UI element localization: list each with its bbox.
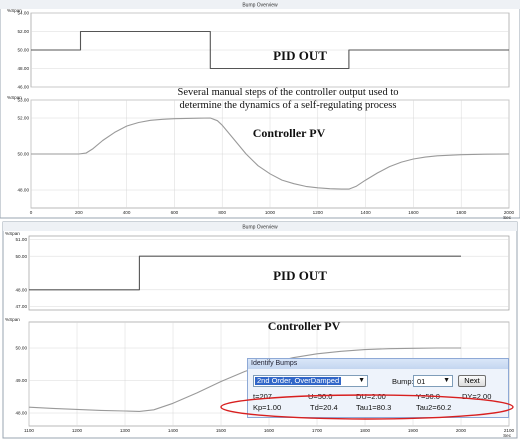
top-window-titlebar: [0, 0, 520, 9]
y-tick-label: 50.00: [16, 254, 28, 259]
bottom-controller-pv-label: Controller PV: [268, 319, 341, 333]
bump-label: Bump:: [392, 377, 414, 386]
bump-number-value: 01: [417, 377, 426, 386]
x-tick-label: 1600: [264, 428, 275, 433]
x-tick-label: 2000: [456, 428, 467, 433]
plot-area: [28, 235, 510, 311]
top-window-title: Bump Overview: [242, 3, 278, 9]
param-u: U=50.0: [308, 392, 333, 401]
x-tick-label: 1200: [313, 210, 324, 215]
y-tick-label: 53.00: [18, 98, 30, 103]
y-tick-label: 50.00: [18, 152, 30, 157]
x-tick-label: 1800: [456, 210, 467, 215]
chevron-down-icon[interactable]: ▼: [443, 377, 450, 384]
x-tick-label: 1600: [408, 210, 419, 215]
param-y: Y=50.0: [416, 392, 440, 401]
y-tick-label: 47.00: [16, 304, 28, 309]
param-dy: DY=2.00: [462, 392, 492, 401]
x-axis-unit-label: Sec: [503, 433, 512, 438]
bottom-window-title: Bump Overview: [242, 225, 278, 231]
x-tick-label: 1700: [312, 428, 323, 433]
series-line-pid-out: [31, 30, 509, 70]
x-tick-label: 1200: [72, 428, 83, 433]
dialog-title: Identify Bumps: [248, 359, 508, 369]
param-td: Td=20.4: [310, 403, 338, 412]
next-button[interactable]: Next: [458, 375, 486, 387]
top-pid-out-label: PID OUT: [273, 48, 327, 63]
x-tick-label: 1400: [360, 210, 371, 215]
y-axis-unit-label: %Span: [5, 231, 20, 236]
x-tick-label: 2000: [504, 210, 515, 215]
x-tick-label: 200: [75, 210, 83, 215]
x-tick-label: 1000: [265, 210, 276, 215]
x-axis-unit-label: Sec: [503, 215, 512, 220]
param-du: DU=2.00: [356, 392, 386, 401]
y-tick-label: 50.00: [16, 346, 28, 351]
x-tick-label: 1500: [216, 428, 227, 433]
series-line-controller-pv: [28, 347, 461, 412]
y-tick-label: 49.00: [16, 378, 28, 383]
bottom-pid-out-label: PID OUT: [273, 268, 327, 283]
chevron-down-icon[interactable]: ▼: [358, 377, 365, 384]
x-tick-label: 0: [30, 210, 33, 215]
y-tick-label: 48.00: [16, 411, 28, 416]
x-tick-label: 600: [171, 210, 179, 215]
x-tick-label: 2100: [504, 428, 515, 433]
series-line-controller-pv: [31, 117, 510, 190]
y-tick-label: 52.00: [18, 116, 30, 121]
identify-bumps-dialog: Identify Bumps 2nd Order, OverDamped ▼ B…: [247, 358, 509, 418]
param-tau2: Tau2=60.2: [416, 403, 452, 412]
y-tick-label: 54.00: [18, 11, 30, 16]
x-tick-label: 1800: [360, 428, 371, 433]
y-tick-label: 48.00: [18, 66, 30, 71]
param-t: t=207: [253, 392, 272, 401]
model-type-select[interactable]: 2nd Order, OverDamped ▼: [253, 375, 368, 387]
y-tick-label: 52.00: [18, 29, 30, 34]
y-tick-label: 48.00: [16, 287, 28, 292]
y-axis-unit-label: %Span: [5, 317, 20, 322]
x-tick-label: 1900: [408, 428, 419, 433]
x-tick-label: 1300: [120, 428, 131, 433]
param-kp: Kp=1.00: [253, 403, 282, 412]
param-tau1: Tau1=80.3: [356, 403, 392, 412]
y-tick-label: 51.00: [16, 237, 28, 242]
x-tick-label: 1100: [24, 428, 34, 433]
x-tick-label: 400: [123, 210, 131, 215]
y-axis-unit-label: %Span: [7, 8, 22, 13]
y-tick-label: 46.00: [18, 85, 30, 90]
y-tick-label: 48.00: [18, 188, 30, 193]
x-tick-label: 800: [218, 210, 226, 215]
caption-line-1: Several manual steps of the controller o…: [177, 87, 398, 98]
series-line-pid-out: [29, 255, 461, 291]
y-tick-label: 50.00: [18, 48, 30, 53]
x-tick-label: 1400: [168, 428, 179, 433]
bump-number-select[interactable]: 01 ▼: [413, 375, 453, 387]
bottom-pid-out-chart: 51.00 50.00 48.00 47.00 %Span: [5, 231, 510, 311]
model-type-value: 2nd Order, OverDamped: [255, 376, 342, 385]
top-controller-pv-chart: 53.00 52.00 50.00 48.00 0 200 400 600 800 1000 120…: [7, 95, 515, 220]
top-controller-pv-label: Controller PV: [253, 126, 326, 140]
bottom-window-titlebar: [3, 222, 517, 231]
caption-line-2: determine the dynamics of a self-regulat…: [180, 100, 397, 111]
y-axis-unit-label: %Span: [7, 95, 22, 100]
top-pid-out-chart: 54.00 52.00 50.00 48.00 46.00 %Span: [7, 8, 510, 90]
